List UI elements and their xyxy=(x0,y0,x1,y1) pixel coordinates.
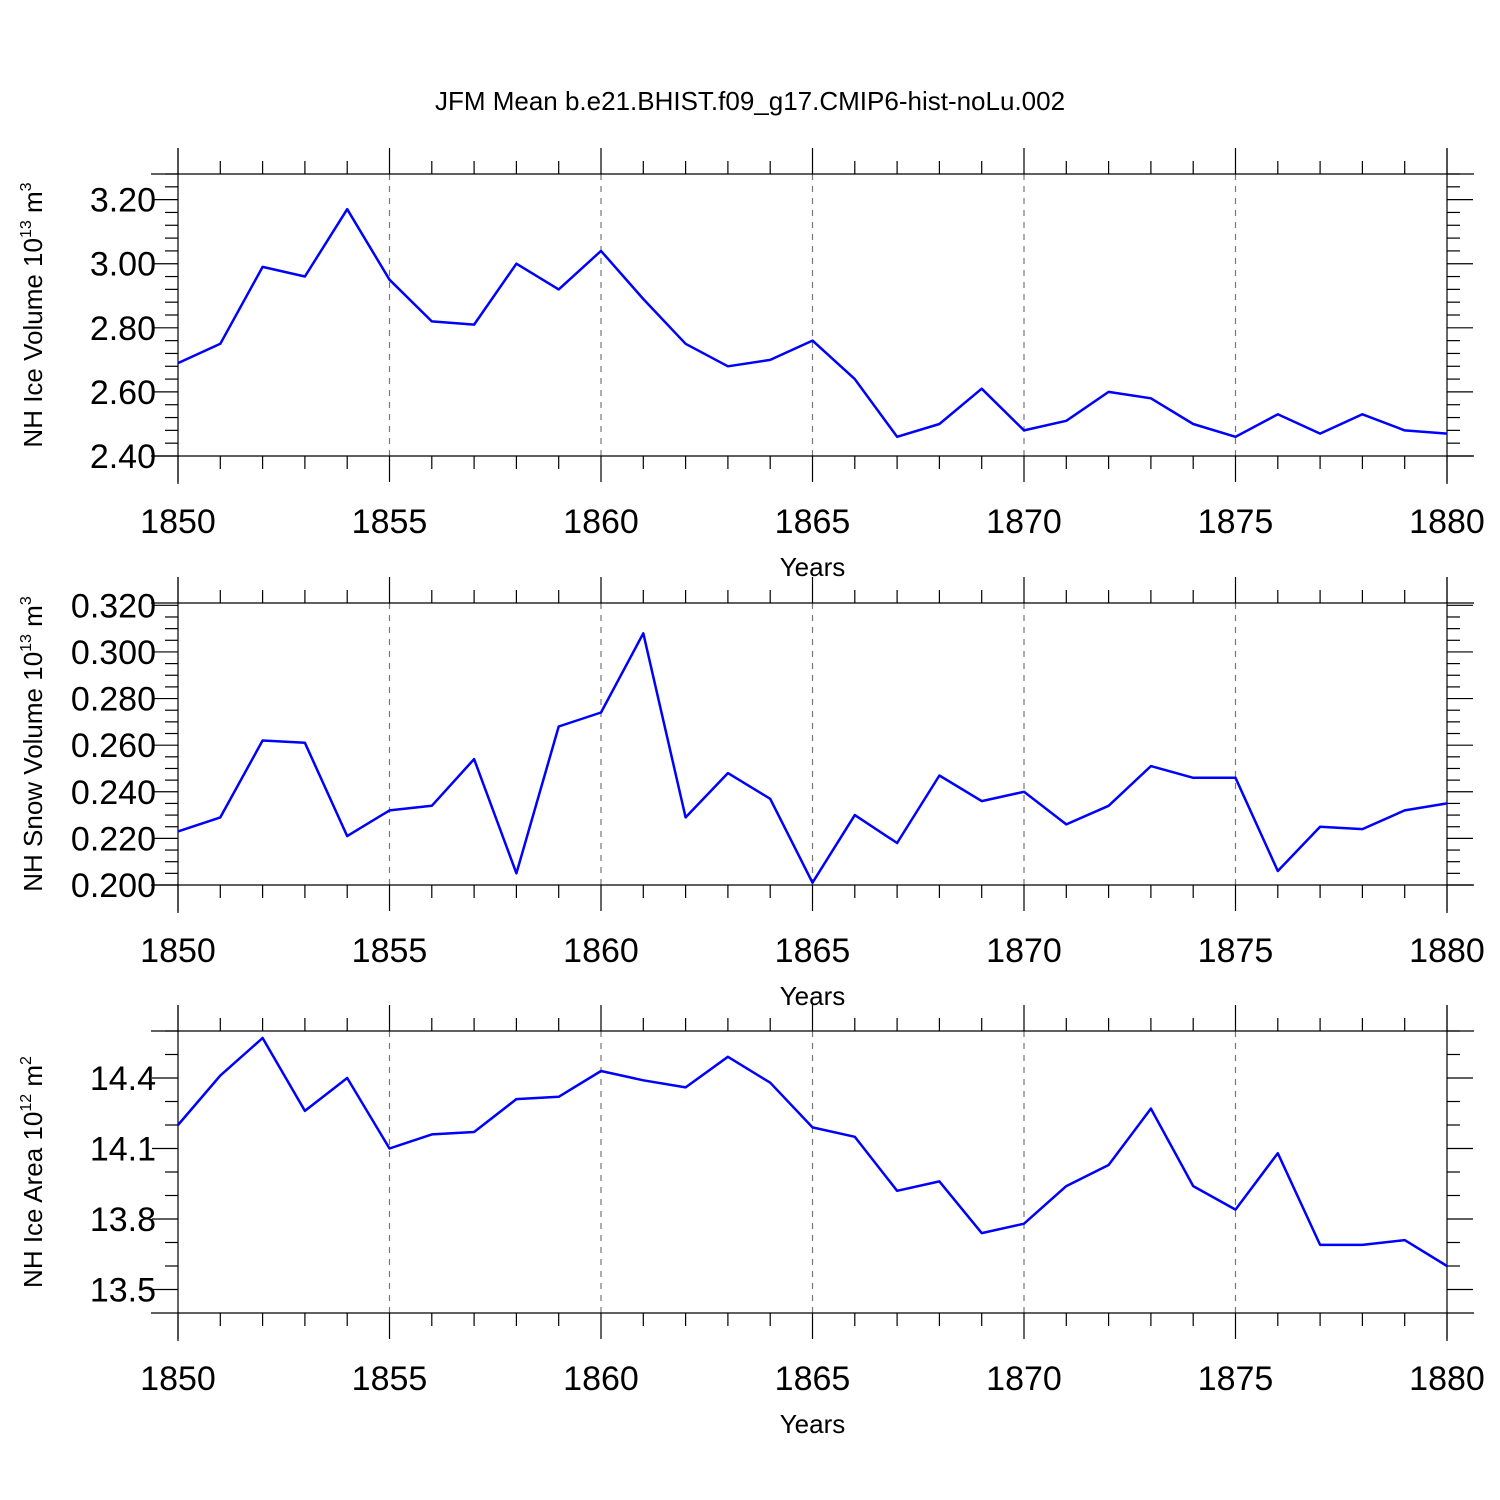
snow-volume-panel: 0.200 0.220 0.240 0.260 0.280 0.300 0.320 1850 1… xyxy=(18,577,1485,1011)
y-tick-label: 2.60 xyxy=(90,374,156,412)
x-tick-label: 1850 xyxy=(140,932,216,970)
y-tick-label: 3.20 xyxy=(90,182,156,220)
x-axis-label: Years xyxy=(780,1409,846,1439)
x-tick-label: 1870 xyxy=(986,1360,1062,1398)
x-tick-label: 1855 xyxy=(352,932,428,970)
snow-volume-series-line xyxy=(177,632,1448,884)
ice-area-series-line xyxy=(177,1036,1448,1268)
y-tick-label: 13.5 xyxy=(90,1272,156,1310)
x-tick-label: 1865 xyxy=(775,932,851,970)
x-tick-label: 1880 xyxy=(1409,503,1485,541)
x-tick-label: 1855 xyxy=(352,1360,428,1398)
y-tick-label: 0.280 xyxy=(71,681,156,719)
y-tick-label: 14.1 xyxy=(90,1131,156,1169)
y-axis-label: NH Ice Area 1012 m2 xyxy=(18,1056,48,1288)
x-tick-label: 1875 xyxy=(1198,503,1274,541)
ice-volume-panel: 2.40 2.60 2.80 3.00 3.20 1850 1855 1860 1865 1870… xyxy=(18,148,1485,582)
y-axis-label: NH Snow Volume 1013 m3 xyxy=(18,596,48,892)
x-tick-label: 1855 xyxy=(352,503,428,541)
x-tick-label: 1865 xyxy=(775,503,851,541)
x-tick-label: 1875 xyxy=(1198,932,1274,970)
y-tick-label: 3.00 xyxy=(90,246,156,284)
ice-volume-series-line xyxy=(177,207,1448,439)
figure-title: JFM Mean b.e21.BHIST.f09_g17.CMIP6-hist-… xyxy=(435,86,1065,116)
y-tick-label: 2.80 xyxy=(90,310,156,348)
x-tick-label: 1860 xyxy=(563,932,639,970)
y-tick-label: 2.40 xyxy=(90,438,156,476)
x-tick-label: 1880 xyxy=(1409,932,1485,970)
y-tick-label: 0.260 xyxy=(71,727,156,765)
x-tick-label: 1865 xyxy=(775,1360,851,1398)
y-tick-label: 0.240 xyxy=(71,774,156,812)
y-tick-label: 13.8 xyxy=(90,1201,156,1239)
x-tick-label: 1860 xyxy=(563,1360,639,1398)
y-axis-label: NH Ice Volume 1013 m3 xyxy=(18,182,48,447)
x-tick-label: 1850 xyxy=(140,1360,216,1398)
y-tick-label: 0.220 xyxy=(71,820,156,858)
x-tick-label: 1875 xyxy=(1198,1360,1274,1398)
x-tick-label: 1850 xyxy=(140,503,216,541)
y-tick-label: 14.4 xyxy=(90,1060,156,1098)
y-tick-label: 0.300 xyxy=(71,634,156,672)
y-tick-label: 0.200 xyxy=(71,867,156,905)
x-tick-label: 1870 xyxy=(986,932,1062,970)
x-tick-label: 1880 xyxy=(1409,1360,1485,1398)
x-tick-label: 1870 xyxy=(986,503,1062,541)
ice-area-panel: 13.5 13.8 14.1 14.4 1850 1855 1860 1865 1870 1875… xyxy=(18,1005,1485,1439)
y-tick-label: 0.320 xyxy=(71,587,156,625)
x-tick-label: 1860 xyxy=(563,503,639,541)
